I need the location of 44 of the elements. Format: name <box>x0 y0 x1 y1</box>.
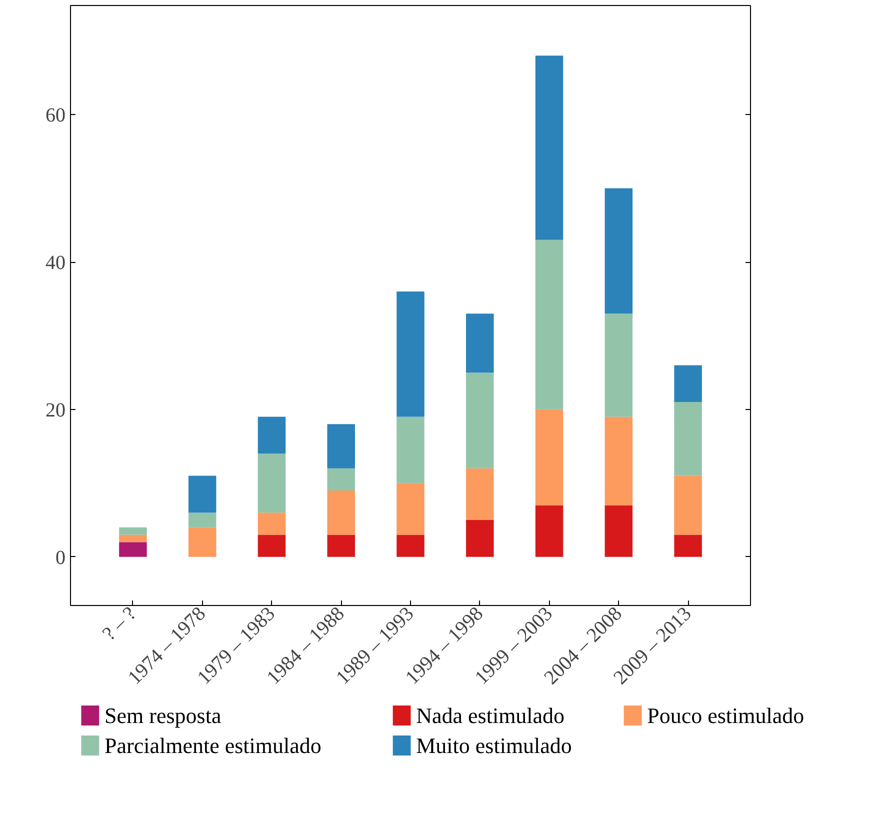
legend-label: Nada estimulado <box>416 703 565 728</box>
bar <box>535 505 564 557</box>
bar <box>466 372 494 468</box>
y-tick-label: 0 <box>56 546 66 569</box>
bar <box>119 534 147 542</box>
bar <box>396 416 424 484</box>
bar <box>535 409 564 506</box>
bar <box>604 416 633 506</box>
bar <box>188 512 216 528</box>
bar <box>258 454 286 513</box>
bar <box>604 314 633 417</box>
bar <box>674 365 702 402</box>
legend-label: Pouco estimulado <box>647 703 804 728</box>
bar <box>604 188 633 314</box>
bar <box>327 534 355 557</box>
bar <box>604 505 633 557</box>
bar <box>258 416 286 454</box>
legend-label: Muito estimulado <box>416 733 572 758</box>
bar <box>327 468 355 491</box>
bar <box>535 56 564 240</box>
legend-label: Sem resposta <box>104 703 222 728</box>
bar <box>188 476 216 513</box>
bar <box>396 483 424 535</box>
bar <box>674 476 702 535</box>
y-tick-label: 40 <box>46 252 66 274</box>
bar <box>674 402 702 476</box>
y-tick-label: 60 <box>46 104 66 127</box>
bar <box>396 291 424 417</box>
bar <box>396 534 424 557</box>
bar <box>188 527 216 557</box>
x-tick-label: ? – ? <box>98 602 141 645</box>
bar <box>466 468 494 520</box>
y-tick-label: 20 <box>46 399 66 422</box>
bar <box>258 512 286 535</box>
bar <box>119 527 147 535</box>
bar <box>674 534 702 557</box>
bar <box>466 314 494 373</box>
bar <box>258 534 286 557</box>
bar <box>535 240 564 410</box>
bar <box>466 520 494 557</box>
bar <box>119 542 147 557</box>
bar <box>327 424 355 468</box>
legend-label: Parcialmente estimulado <box>104 733 322 758</box>
bar <box>327 490 355 535</box>
